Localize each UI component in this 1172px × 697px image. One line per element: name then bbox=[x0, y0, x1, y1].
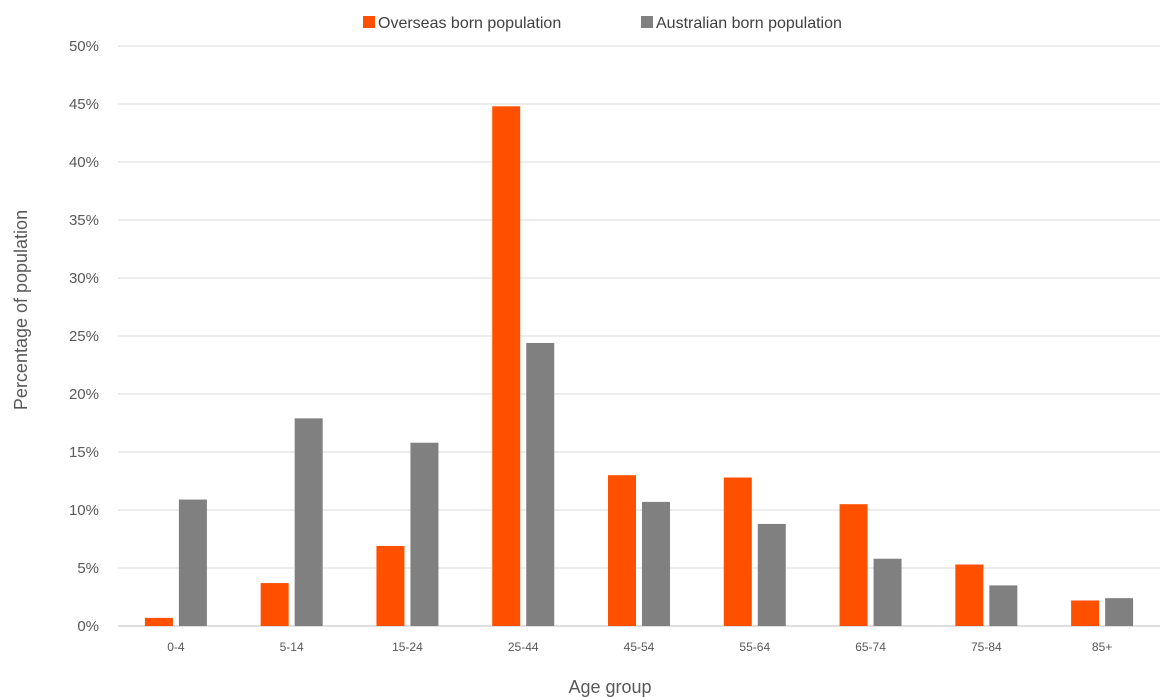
x-tick-label: 15-24 bbox=[392, 640, 423, 654]
y-tick-label: 20% bbox=[69, 386, 99, 403]
y-axis-tick-labels: 0% 5% 10% 15% 20% 25% 30% 35% 40% 45% 50% bbox=[69, 38, 99, 635]
y-tick-label: 40% bbox=[69, 154, 99, 171]
bar-australian-75-84 bbox=[989, 585, 1018, 626]
bar-overseas-55-64 bbox=[723, 477, 752, 626]
x-tick-label: 75-84 bbox=[971, 640, 1002, 654]
y-tick-label: 5% bbox=[77, 560, 99, 577]
bar-australian-0-4 bbox=[178, 499, 207, 626]
x-tick-label: 5-14 bbox=[280, 640, 304, 654]
y-tick-label: 30% bbox=[69, 270, 99, 287]
y-tick-label: 0% bbox=[77, 618, 99, 635]
y-tick-label: 15% bbox=[69, 444, 99, 461]
x-axis-tick-labels: 0-4 5-14 15-24 25-44 45-54 55-64 65-74 75-84 85+ bbox=[167, 640, 1112, 654]
y-tick-label: 35% bbox=[69, 212, 99, 229]
bar-overseas-65-74 bbox=[839, 504, 868, 626]
x-tick-label: 65-74 bbox=[855, 640, 886, 654]
x-tick-label: 25-44 bbox=[508, 640, 539, 654]
y-tick-label: 25% bbox=[69, 328, 99, 345]
y-axis-title: Percentage of population bbox=[11, 210, 31, 410]
x-tick-label: 45-54 bbox=[624, 640, 655, 654]
bar-australian-15-24 bbox=[410, 442, 439, 626]
bar-australian-55-64 bbox=[757, 523, 786, 626]
bar-australian-65-74 bbox=[873, 558, 902, 626]
x-tick-label: 55-64 bbox=[739, 640, 770, 654]
legend-swatch-australian bbox=[641, 16, 653, 28]
bar-australian-45-54 bbox=[642, 501, 670, 626]
bar-australian-25-44 bbox=[526, 342, 555, 626]
bars bbox=[144, 106, 1134, 626]
bar-overseas-85+ bbox=[1071, 600, 1100, 626]
bar-australian-5-14 bbox=[294, 418, 323, 626]
x-axis-title: Age group bbox=[568, 677, 651, 697]
x-tick-label: 0-4 bbox=[167, 640, 185, 654]
gridlines bbox=[118, 45, 1160, 627]
y-tick-label: 50% bbox=[69, 38, 99, 55]
bar-overseas-5-14 bbox=[260, 583, 289, 626]
bar-overseas-15-24 bbox=[376, 545, 405, 626]
legend-swatch-overseas bbox=[363, 16, 375, 28]
legend-label-overseas: Overseas born population bbox=[378, 15, 561, 32]
bar-overseas-25-44 bbox=[492, 106, 521, 626]
bar-australian-85+ bbox=[1105, 598, 1134, 626]
y-tick-label: 45% bbox=[69, 96, 99, 113]
legend: Overseas born population Australian born … bbox=[363, 15, 842, 32]
legend-label-australian: Australian born population bbox=[656, 15, 842, 32]
y-tick-label: 10% bbox=[69, 502, 99, 519]
bar-overseas-45-54 bbox=[608, 475, 636, 626]
bar-overseas-0-4 bbox=[144, 617, 173, 626]
bar-overseas-75-84 bbox=[955, 564, 984, 626]
x-tick-label: 85+ bbox=[1092, 640, 1112, 654]
